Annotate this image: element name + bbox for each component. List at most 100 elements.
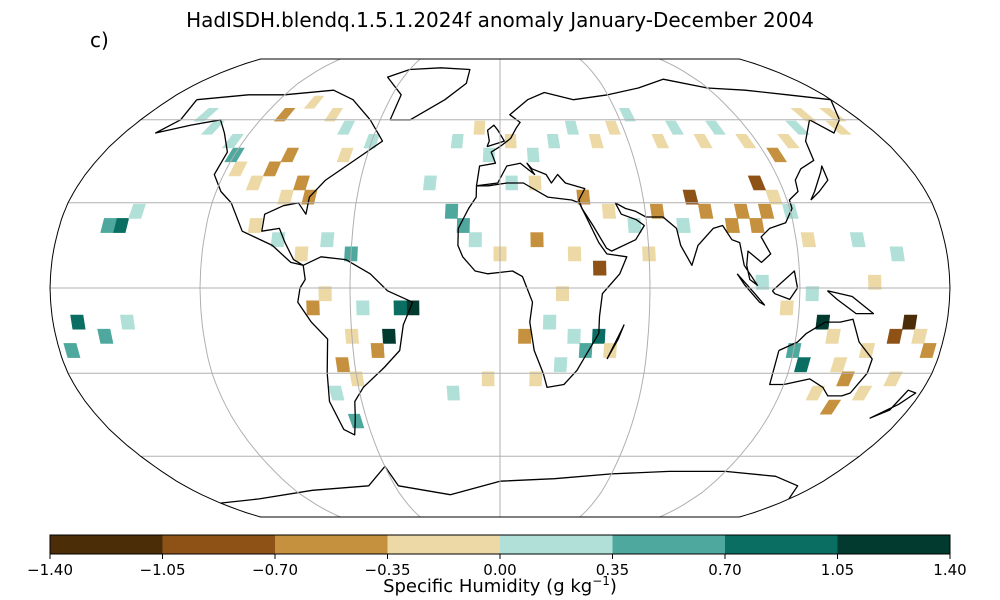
- anomaly-cell: [546, 134, 561, 149]
- anomaly-cell: [604, 120, 621, 135]
- colorbar-swatch: [612, 535, 726, 554]
- anomaly-cell: [100, 218, 117, 233]
- anomaly-cell: [306, 300, 320, 316]
- anomaly-cell: [481, 371, 495, 387]
- anomaly-cell: [473, 120, 486, 135]
- anomaly-cell: [422, 175, 437, 191]
- coastline: [736, 273, 766, 306]
- anomaly-cell: [294, 246, 309, 262]
- anomaly-cell: [664, 120, 684, 135]
- map-outline: [49, 58, 951, 518]
- anomaly-cell: [790, 108, 817, 122]
- anomaly-cell: [303, 95, 325, 109]
- anomaly-cell: [393, 300, 408, 316]
- anomaly-cell: [818, 108, 847, 122]
- anomaly-cell: [530, 232, 544, 248]
- anomaly-cell: [749, 218, 765, 233]
- anomaly-cell: [567, 246, 582, 262]
- anomaly-cell: [382, 328, 396, 344]
- anomaly-cell: [128, 203, 146, 219]
- colorbar-title-text: Specific Humidity (g kg: [383, 576, 593, 597]
- anomaly-cell: [733, 203, 750, 219]
- anomaly-cell: [676, 218, 691, 233]
- coastline: [457, 182, 628, 389]
- anomaly-cell: [529, 371, 543, 387]
- anomaly-cell: [337, 120, 356, 135]
- anomaly-cell: [766, 147, 788, 163]
- anomaly-cell: [800, 232, 817, 248]
- anomaly-cell: [819, 399, 842, 415]
- anomaly-cell: [318, 286, 332, 302]
- meridian-line: [659, 58, 801, 518]
- colorbar-swatch: [50, 535, 163, 554]
- anomaly-cell: [627, 218, 642, 233]
- anomaly-cell: [851, 385, 873, 401]
- anomaly-cell: [328, 385, 345, 401]
- coastline: [297, 256, 414, 436]
- colorbar-swatch: [500, 535, 613, 554]
- colorbar-swatch: [162, 535, 276, 554]
- anomaly-cell: [247, 218, 263, 233]
- coastline: [769, 318, 873, 397]
- anomaly-cell: [555, 286, 569, 302]
- meridian-line: [579, 58, 651, 518]
- colorbar-title-unit-exponent: −1: [592, 574, 610, 588]
- anomaly-cell: [592, 260, 607, 276]
- anomaly-cell: [336, 147, 354, 163]
- anomaly-cell: [825, 328, 841, 344]
- anomaly-cell: [785, 120, 810, 135]
- anomaly-cell: [446, 385, 460, 401]
- anomaly-cell: [649, 203, 665, 219]
- anomaly-cell: [120, 314, 136, 330]
- anomaly-cell: [292, 175, 310, 191]
- anomaly-cell: [919, 343, 937, 358]
- anomaly-cell: [323, 108, 344, 122]
- meridian-line: [199, 58, 341, 518]
- anomaly-cell: [450, 134, 464, 149]
- anomaly-cell: [270, 232, 286, 248]
- anomaly-cell: [651, 134, 670, 149]
- anomaly-cell: [886, 328, 903, 344]
- anomaly-cell: [564, 120, 579, 135]
- anomaly-cell: [228, 161, 248, 177]
- coastline: [810, 165, 829, 201]
- anomaly-cell: [735, 134, 757, 149]
- anomaly-cell: [273, 108, 296, 122]
- anomaly-cell: [578, 343, 593, 358]
- anomaly-cell: [70, 314, 86, 330]
- anomaly-cell: [747, 175, 767, 191]
- anomaly-cell: [836, 371, 855, 387]
- anomaly-cell: [335, 357, 351, 373]
- anomaly-cell: [245, 175, 264, 191]
- anomaly-cell: [262, 161, 282, 177]
- anomaly-cell: [883, 371, 903, 387]
- anomaly-cell: [849, 232, 866, 248]
- anomaly-cell: [63, 343, 81, 358]
- anomaly-cell: [618, 108, 636, 122]
- anomaly-cell: [902, 314, 918, 330]
- anomaly-cell: [705, 120, 726, 135]
- anomaly-cell: [280, 147, 300, 163]
- anomaly-cell: [528, 175, 542, 191]
- coastline: [606, 324, 625, 360]
- anomaly-cell: [755, 274, 770, 290]
- anomaly-cell: [765, 189, 783, 205]
- anomaly-cell: [777, 134, 800, 149]
- anomaly-cell: [588, 134, 604, 149]
- anomaly-cell: [682, 189, 699, 205]
- coastline: [154, 89, 384, 266]
- anomaly-cell: [444, 203, 459, 219]
- anomaly-cell: [468, 232, 482, 248]
- anomaly-cell: [542, 314, 557, 330]
- anomaly-cell: [356, 300, 370, 316]
- coastlines: [154, 67, 917, 504]
- colorbar-swatch: [837, 535, 951, 554]
- anomaly-cell: [911, 328, 928, 344]
- colorbar-title: Specific Humidity (g kg−1): [0, 574, 1000, 597]
- anomaly-cell: [794, 357, 811, 373]
- anomaly-cell: [370, 343, 385, 358]
- anomaly-cell: [805, 286, 820, 302]
- panel-label: c): [90, 28, 109, 52]
- anomaly-cell: [526, 147, 540, 163]
- anomaly-cell: [320, 232, 335, 248]
